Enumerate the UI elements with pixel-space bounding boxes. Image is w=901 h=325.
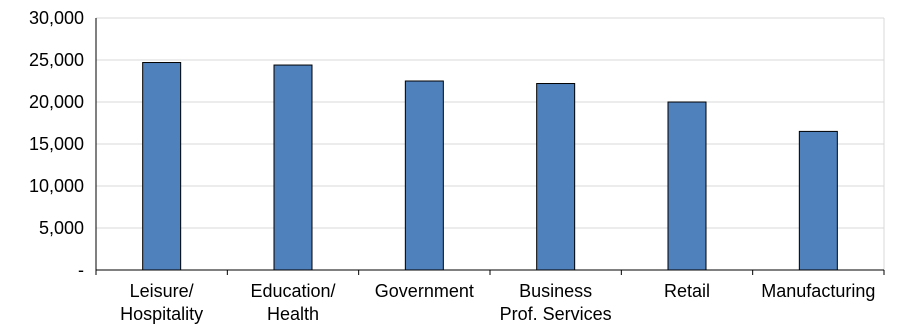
bar bbox=[536, 83, 576, 271]
bar bbox=[273, 64, 313, 271]
y-tick-label: 25,000 bbox=[29, 50, 84, 70]
bar bbox=[667, 101, 707, 271]
x-category-label: Leisure/ bbox=[130, 281, 194, 301]
y-tick-label: 20,000 bbox=[29, 92, 84, 112]
y-tick-label: 10,000 bbox=[29, 176, 84, 196]
x-axis-category-labels: Leisure/Hospitality Education/Health Gover… bbox=[120, 281, 875, 324]
gridlines bbox=[96, 17, 884, 229]
bar bbox=[404, 80, 444, 271]
x-category-label: Health bbox=[267, 304, 319, 324]
x-category-label: Retail bbox=[664, 281, 710, 301]
y-tick-label: - bbox=[78, 260, 84, 280]
axes bbox=[95, 18, 885, 275]
x-category-label: Business bbox=[519, 281, 592, 301]
x-category-label: Government bbox=[375, 281, 474, 301]
y-axis-tick-labels: - 5,000 10,000 15,000 20,000 25,000 30,000 bbox=[29, 8, 84, 280]
y-tick-label: 15,000 bbox=[29, 134, 84, 154]
x-category-label: Hospitality bbox=[120, 304, 203, 324]
x-category-label: Prof. Services bbox=[500, 304, 612, 324]
bar bbox=[798, 130, 838, 271]
y-tick-label: 5,000 bbox=[39, 218, 84, 238]
bars bbox=[142, 62, 838, 271]
bar bbox=[142, 62, 182, 271]
x-category-label: Education/ bbox=[250, 281, 335, 301]
x-category-label: Manufacturing bbox=[761, 281, 875, 301]
y-tick-label: 30,000 bbox=[29, 8, 84, 28]
